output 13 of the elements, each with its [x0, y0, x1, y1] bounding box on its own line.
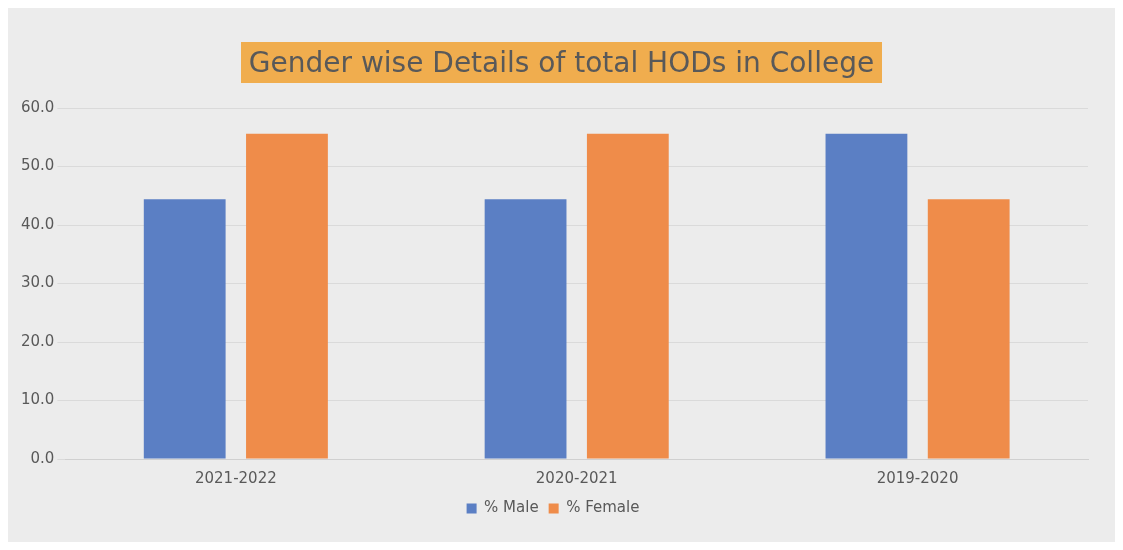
- x-tick-label: 2019-2020: [876, 468, 959, 487]
- y-tick-label: 60.0: [20, 97, 55, 116]
- y-tick-label: 40.0: [20, 214, 55, 233]
- y-tick-label: 10.0: [20, 390, 55, 409]
- legend-label: % Male: [484, 498, 539, 517]
- y-tick-label: 0.0: [30, 448, 55, 467]
- y-tick-label: 20.0: [20, 331, 55, 350]
- y-tick-label: 30.0: [20, 273, 55, 292]
- x-tick-label: 2020-2021: [535, 468, 618, 487]
- x-tick-label: 2021-2022: [194, 468, 277, 487]
- chart-title: Gender wise Details of total HODs in College: [240, 42, 883, 83]
- y-tick-label: 50.0: [20, 156, 55, 175]
- legend-label: % Female: [566, 498, 640, 517]
